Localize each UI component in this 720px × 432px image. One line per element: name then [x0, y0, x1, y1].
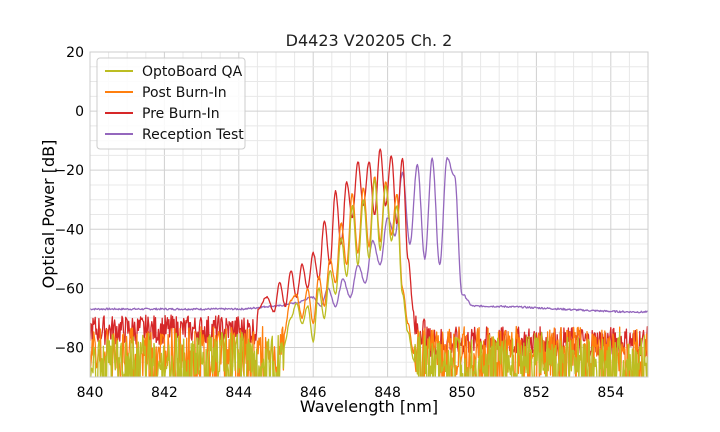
x-tick-labels: 840 842 844 846 848 850 852 854 [77, 385, 625, 401]
x-axis-label: Wavelength [nm] [300, 397, 438, 416]
chart-title: D4423 V20205 Ch. 2 [286, 31, 453, 50]
series-line-pre-burn-in [90, 148, 648, 357]
y-tick-label: −60 [54, 281, 84, 297]
x-tick-label: 854 [597, 385, 624, 401]
x-tick-label: 850 [449, 385, 476, 401]
y-tick-label: −20 [54, 163, 84, 179]
series-line-reception-test [90, 156, 648, 314]
y-tick-label: −80 [54, 340, 84, 356]
legend-label-post-burn-in: Post Burn-In [142, 85, 227, 101]
legend-label-pre-burn-in: Pre Burn-In [142, 106, 220, 122]
y-tick-label: 0 [75, 104, 84, 120]
x-tick-label: 846 [300, 385, 327, 401]
y-tick-labels: 20 0 −20 −40 −60 −80 [54, 45, 84, 356]
plot-frame [89, 51, 649, 378]
x-tick-label: 844 [225, 385, 252, 401]
x-tick-label: 842 [151, 385, 178, 401]
y-tick-label: −40 [54, 222, 84, 238]
legend-box [96, 57, 246, 150]
x-tick-label: 848 [374, 385, 401, 401]
x-tick-label: 852 [523, 385, 550, 401]
legend: OptoBoard QA Post Burn-In Pre Burn-In Re… [96, 57, 246, 150]
legend-label-optoboard-qa: OptoBoard QA [142, 64, 243, 80]
legend-label-reception-test: Reception Test [142, 127, 244, 143]
x-tick-label: 840 [77, 385, 104, 401]
y-axis-label: Optical Power [dB] [39, 140, 58, 289]
y-tick-label: 20 [66, 45, 84, 61]
